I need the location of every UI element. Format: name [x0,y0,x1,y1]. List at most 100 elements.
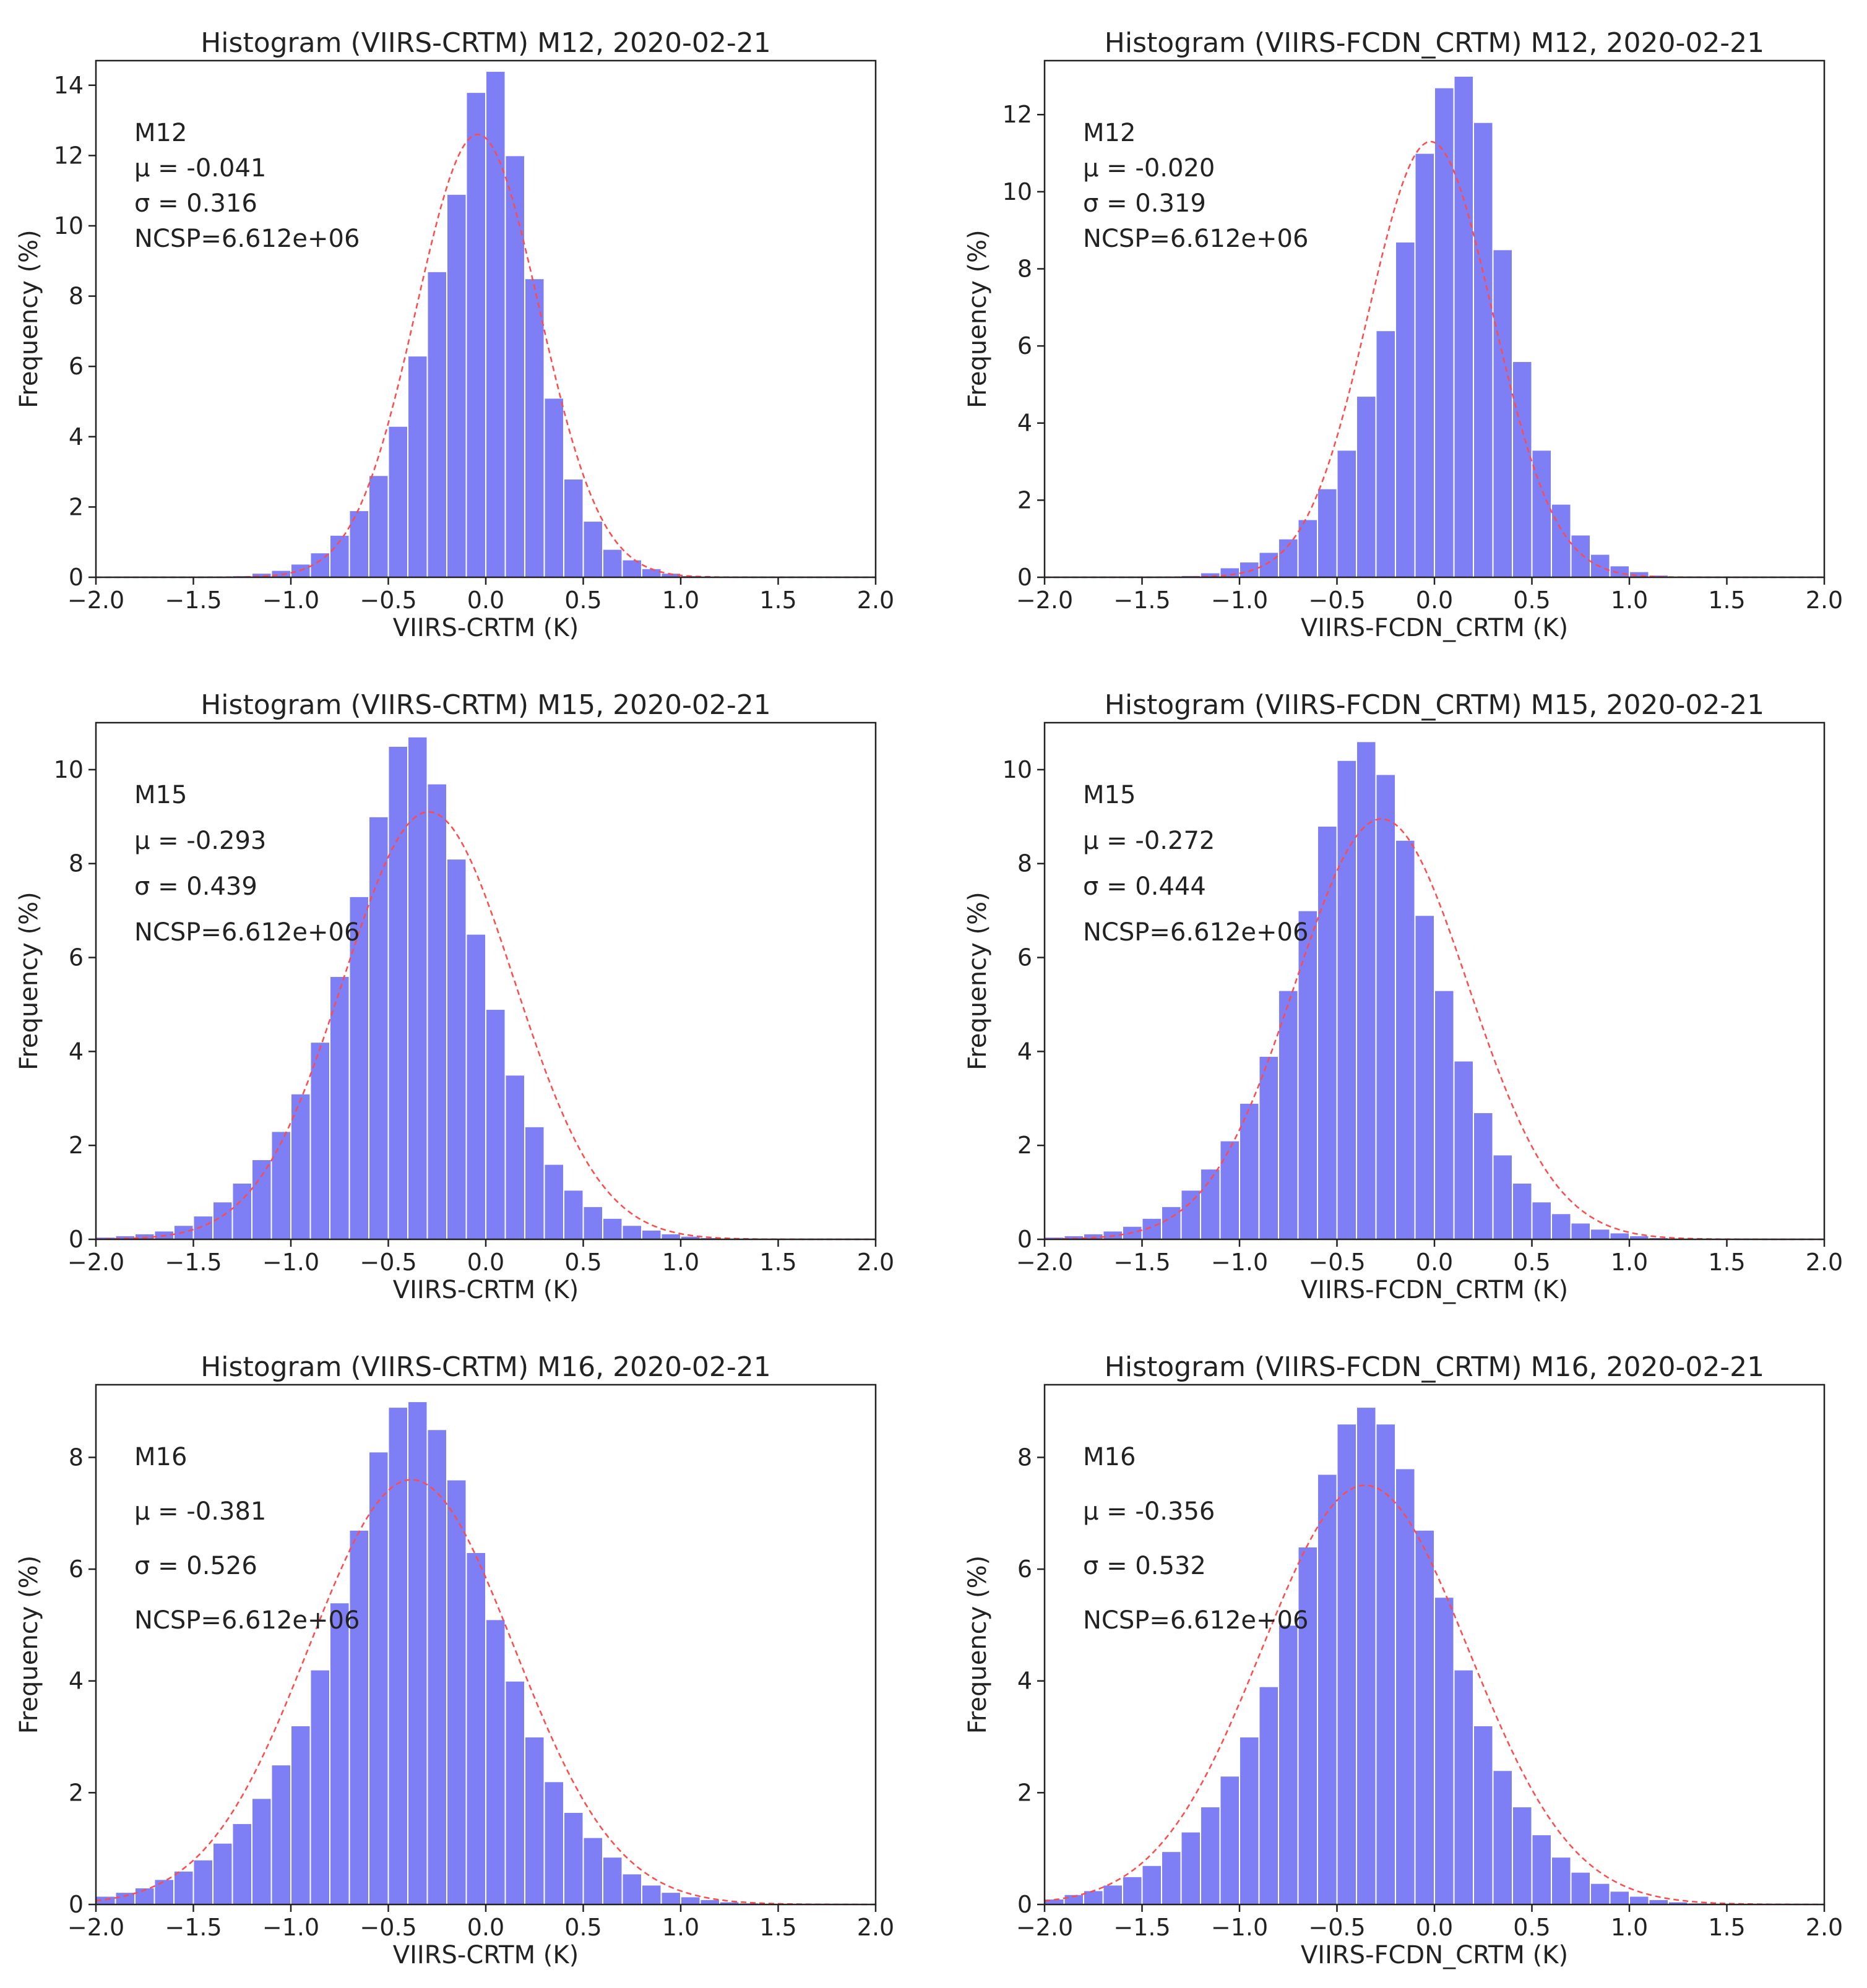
gaussian-fit-curve [1044,818,1824,1241]
chart-title: Histogram (VIIRS-CRTM) M16, 2020-02-21 [200,1351,771,1383]
y-tick-label: 12 [1002,101,1032,128]
x-tick-label: 0.0 [467,587,504,614]
histogram-bar [1453,75,1474,579]
y-tick-label: 4 [69,423,84,450]
histogram-bar [485,1009,506,1240]
y-tick-label: 4 [1017,1667,1032,1695]
histogram-bar [270,1764,291,1906]
histogram-panel: −2.0 −1.5 −1.0 −0.5 0.0 0.5 1.0 1.5 2.0 0 2 4 6 8 10 12… [964,27,1843,642]
x-tick-label: 1.5 [759,1914,796,1941]
stat-annotation: μ = -0.381 [134,1497,266,1526]
histogram-bar [465,1551,486,1906]
histogram-bar [641,567,662,578]
x-tick-label: 1.5 [759,587,796,614]
x-tick-label: 0.0 [1416,1914,1453,1941]
x-tick-label: 0.0 [1416,1249,1453,1276]
y-tick-label: 0 [69,1891,84,1918]
histogram-bar [446,193,467,578]
y-axis-label: Frequency (%) [15,230,43,408]
stat-annotation: NCSP=6.612e+06 [1083,918,1308,947]
histogram-bar [543,1163,564,1240]
histogram-bar [1278,1624,1299,1906]
histogram-bar [543,1781,564,1905]
x-tick-label: 0.5 [564,1249,601,1276]
histogram-bar [1317,488,1338,578]
y-tick-label: 6 [69,1556,84,1583]
x-tick-label: −0.5 [1308,587,1365,614]
histogram-bar [1161,1851,1182,1906]
x-tick-label: 2.0 [857,587,894,614]
chart-title: Histogram (VIIRS-FCDN_CRTM) M12, 2020-02… [1105,27,1764,59]
x-tick-label: −1.5 [1113,587,1170,614]
gaussian-fit-curve [1045,140,1824,579]
x-tick-label: −2.0 [67,1249,124,1276]
histogram-bar [1512,1182,1533,1240]
histogram-bar [660,1891,681,1906]
histogram-bar [1414,1529,1435,1905]
stat-annotation: M15 [1083,781,1136,809]
x-tick-label: −1.0 [1211,1249,1268,1276]
x-tick-label: −1.0 [1211,587,1268,614]
histogram-bar [1141,1217,1162,1241]
stat-annotation: M12 [134,119,187,147]
x-tick-label: 1.5 [1708,1249,1745,1276]
y-tick-label: 8 [1017,255,1032,282]
stat-annotation: NCSP=6.612e+06 [1083,225,1308,253]
stat-annotation: σ = 0.444 [1083,872,1206,901]
histogram-bar [407,736,428,1240]
histogram-panel: −2.0 −1.5 −1.0 −0.5 0.0 0.5 1.0 1.5 2.0 0 2 4 6 8 10 Hi… [964,689,1843,1304]
x-tick-label: 0.5 [564,587,601,614]
histogram-bar [602,1217,623,1241]
y-tick-label: 6 [1017,332,1032,359]
histogram-bar [1512,1805,1533,1906]
histogram-bar [173,1870,194,1905]
histogram-bar [407,1401,428,1905]
x-axis-label: VIIRS-FCDN_CRTM (K) [1301,614,1568,642]
y-tick-label: 2 [1017,486,1032,514]
x-tick-label: −0.5 [1308,1914,1365,1941]
histogram-bar [329,975,350,1240]
histogram-bar [1609,565,1630,578]
x-tick-label: −0.5 [360,587,416,614]
y-tick-label: 6 [69,944,84,971]
x-tick-label: −1.0 [262,1249,319,1276]
y-tick-label: 4 [69,1667,84,1695]
histogram-bar [504,155,525,578]
histogram-bar [1434,87,1455,579]
stat-annotation: μ = -0.272 [1083,827,1215,855]
x-tick-label: 1.0 [1611,587,1648,614]
y-tick-label: 8 [1017,1444,1032,1471]
histogram-bar [251,1158,272,1241]
histogram-bar [1434,1596,1455,1906]
histogram-bar [1200,1168,1221,1240]
histogram-bar [485,71,506,578]
histogram-panel: −2.0 −1.5 −1.0 −0.5 0.0 0.5 1.0 1.5 2.0 0 2 4 6 8 Hist… [15,1351,894,1969]
x-tick-label: 1.0 [1611,1249,1648,1276]
x-tick-label: 1.5 [1708,1914,1745,1941]
histogram-bar [1395,839,1416,1240]
y-tick-label: 8 [69,1444,84,1471]
histogram-bar [1551,1856,1572,1906]
x-tick-label: 0.0 [467,1914,504,1941]
y-tick-label: 4 [69,1038,84,1065]
histogram-bar [368,815,389,1241]
x-tick-label: 2.0 [1806,1914,1843,1941]
x-tick-label: 0.5 [1513,1249,1550,1276]
x-tick-label: 1.0 [662,1914,699,1941]
chart-title: Histogram (VIIRS-FCDN_CRTM) M16, 2020-02… [1105,1351,1764,1383]
histogram-bar [1258,1685,1279,1905]
histogram-bar [192,1859,213,1906]
stat-annotation: μ = -0.293 [134,827,266,855]
histogram-bar [212,1842,233,1906]
histogram-bar [602,548,623,578]
histogram-bar [1551,1213,1572,1240]
histogram-bar [1336,759,1357,1240]
y-tick-label: 10 [1002,756,1032,783]
x-tick-label: 0.0 [1416,587,1453,614]
y-tick-label: 0 [1017,1226,1032,1253]
histogram-bar [1239,1102,1260,1241]
histogram-bar [485,1619,506,1905]
histogram-bar [602,1856,623,1906]
x-tick-label: −2.0 [67,587,124,614]
x-axis-label: VIIRS-CRTM (K) [393,1276,579,1304]
